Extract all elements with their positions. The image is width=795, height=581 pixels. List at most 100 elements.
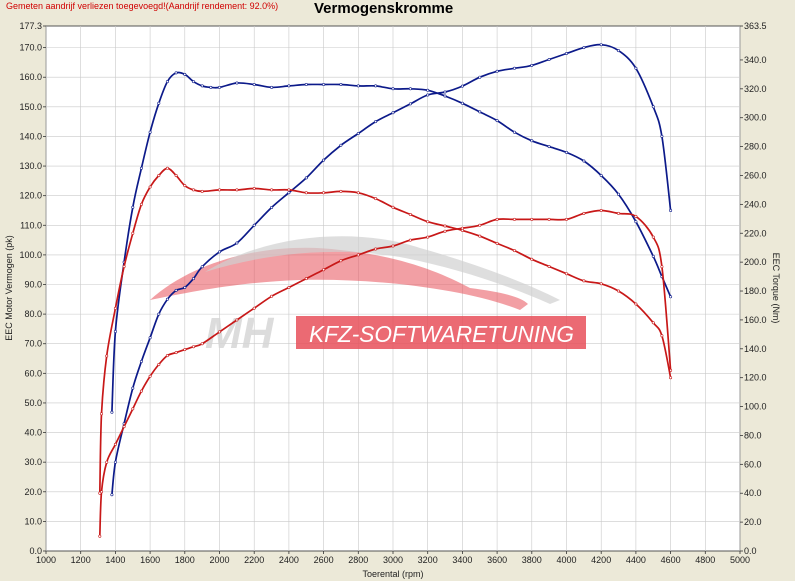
data-point-tuned-torque [582,159,586,163]
data-point-stock-power [192,345,196,349]
data-point-tuned-torque [235,81,239,85]
data-point-stock-torque [157,174,161,178]
drivetrain-loss-notice: Gemeten aandrijf verliezen toegevoegd!(A… [6,1,279,11]
data-point-stock-torque [651,321,655,325]
right-y-tick-label: 340.0 [744,55,767,65]
x-tick-label: 4400 [626,555,646,565]
right-y-tick-label: 240.0 [744,199,767,209]
data-point-tuned-power [235,241,239,245]
right-y-tick-label: 260.0 [744,170,767,180]
data-point-tuned-power [512,66,516,70]
data-point-stock-torque [235,188,239,192]
data-point-tuned-torque [148,130,152,134]
data-point-tuned-torque [651,254,655,258]
left-y-tick-label: 170.0 [19,43,42,53]
data-point-tuned-power [165,297,169,301]
data-point-tuned-torque [131,205,135,209]
data-point-stock-power [287,285,291,289]
data-point-stock-torque [139,202,143,206]
data-point-tuned-torque [547,145,551,149]
data-point-stock-torque [408,213,412,217]
data-point-stock-power [98,534,102,538]
left-y-tick-label: 177.3 [19,21,42,31]
data-point-tuned-power [408,102,412,106]
data-point-tuned-power [148,336,152,340]
data-point-tuned-power [616,49,620,53]
data-point-stock-power [165,354,169,358]
data-point-stock-torque [660,334,664,338]
data-point-tuned-torque [209,85,213,89]
data-point-tuned-power [183,285,187,289]
data-point-stock-power [139,389,143,393]
data-point-tuned-power [356,132,360,136]
watermark-car-silhouette [150,247,528,310]
watermark: MH KFZ-SOFTWARETUNING [150,236,586,358]
data-point-tuned-torque [165,80,169,84]
x-tick-label: 1600 [140,555,160,565]
data-point-stock-torque [669,376,673,380]
data-point-tuned-torque [460,101,464,105]
data-point-stock-power [426,235,430,239]
data-point-tuned-power [322,158,326,162]
data-point-tuned-torque [110,410,114,414]
data-point-stock-torque [616,289,620,293]
data-point-tuned-torque [564,150,568,154]
data-point-stock-power [356,253,360,257]
data-point-tuned-torque [426,88,430,92]
right-y-axis-label: EEC Torque (Nm) [771,253,781,324]
data-point-tuned-power [157,312,161,316]
data-point-stock-torque [530,257,534,261]
data-point-stock-torque [131,231,135,235]
data-point-stock-torque [391,205,395,209]
data-point-stock-torque [218,188,222,192]
x-tick-label: 3400 [452,555,472,565]
right-y-tick-label: 40.0 [744,488,762,498]
data-point-tuned-power [634,66,638,70]
data-point-tuned-torque [139,166,143,170]
data-point-tuned-torque [304,83,308,87]
data-point-tuned-torque [356,84,360,88]
right-y-tick-label: 320.0 [744,84,767,94]
data-point-stock-torque [339,189,343,193]
data-point-tuned-torque [270,85,274,89]
left-y-tick-label: 80.0 [24,309,42,319]
x-axis-label: Toerental (rpm) [362,569,423,579]
data-point-stock-power [547,217,551,221]
data-point-tuned-torque [339,83,343,87]
data-point-stock-torque [148,185,152,189]
grid-lines [45,26,741,551]
data-point-stock-power [200,342,204,346]
x-tick-label: 3000 [383,555,403,565]
data-point-stock-torque [443,224,447,228]
data-point-tuned-power [200,265,204,269]
data-point-stock-power [148,374,152,378]
data-point-tuned-power [651,105,655,109]
series-layer [98,43,673,538]
data-point-stock-power [235,318,239,322]
data-point-tuned-torque [322,83,326,87]
data-point-stock-power [374,247,378,251]
right-y-tick-label: 280.0 [744,142,767,152]
data-point-stock-power [495,217,499,221]
data-point-stock-torque [165,166,169,170]
right-y-tick-label: 60.0 [744,459,762,469]
left-y-tick-label: 110.0 [20,220,42,230]
data-point-tuned-power [374,120,378,124]
x-tick-label: 3800 [522,555,542,565]
data-point-stock-torque [122,264,126,268]
data-point-tuned-torque [495,119,499,123]
data-point-tuned-torque [443,94,447,98]
right-y-tick-label: 100.0 [744,402,767,412]
data-point-stock-power [478,223,482,227]
x-tick-label: 4000 [556,555,576,565]
data-point-stock-torque [252,187,256,191]
right-y-tick-label: 300.0 [744,113,767,123]
left-y-tick-label: 90.0 [24,280,42,290]
data-point-tuned-power [218,250,222,254]
data-point-tuned-power [139,359,143,363]
data-point-tuned-power [339,143,343,147]
data-point-tuned-power [270,206,274,210]
left-y-tick-label: 160.0 [19,72,42,82]
data-point-stock-torque [512,249,516,253]
data-point-stock-power [564,217,568,221]
